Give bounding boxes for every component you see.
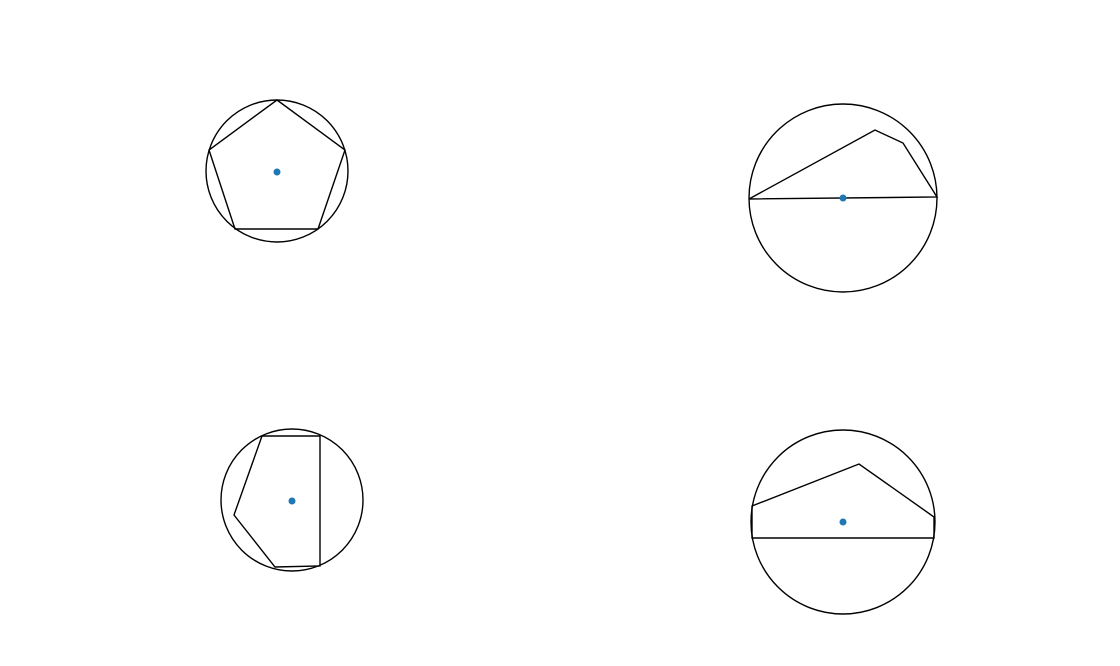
inscribed-pentagon (748, 129, 939, 200)
center-point (288, 497, 296, 505)
panel-bottom-right (750, 429, 936, 615)
center-point (273, 168, 281, 176)
panel-top-right (748, 103, 939, 293)
panel-bottom-left (220, 428, 364, 572)
center-point (839, 194, 847, 202)
circle (750, 429, 936, 615)
inscribed-pentagon (233, 435, 321, 568)
circle (748, 103, 938, 293)
center-point (839, 518, 847, 526)
panel-top-left (205, 99, 349, 243)
inscribed-pentagon (208, 99, 346, 230)
circle (220, 428, 364, 572)
inscribed-pentagon (751, 463, 935, 539)
